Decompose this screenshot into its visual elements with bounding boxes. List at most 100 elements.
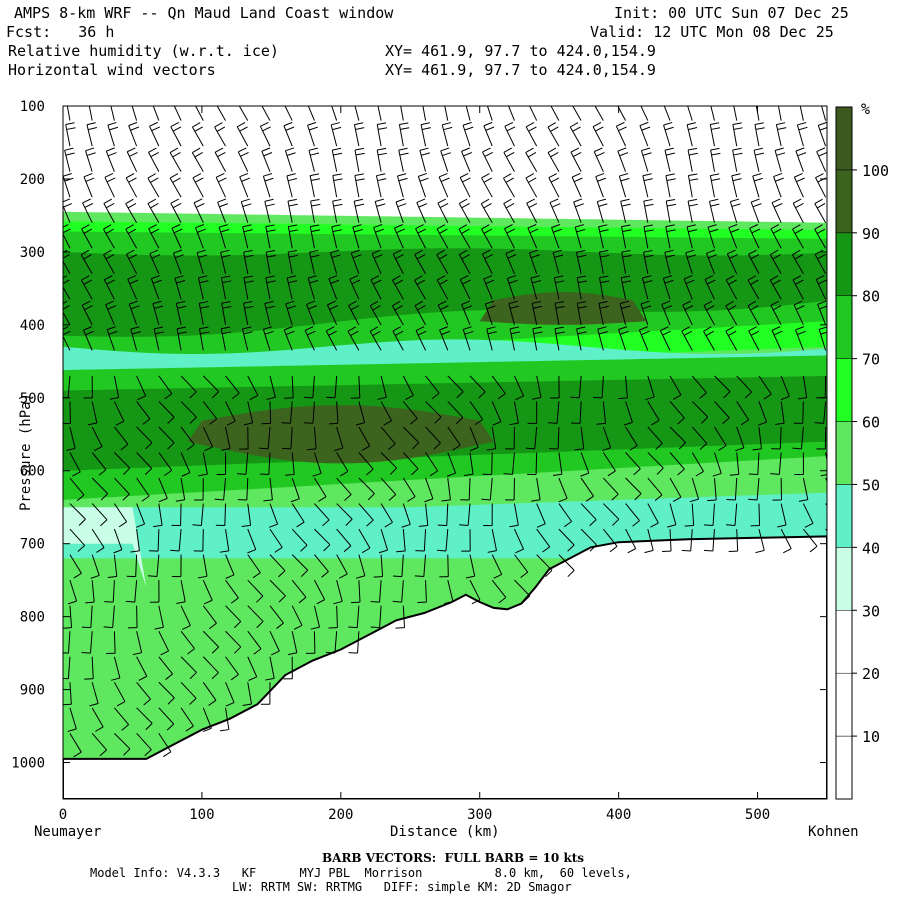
barb-shaft xyxy=(193,202,204,223)
wind-barb xyxy=(65,122,76,147)
barb-flag xyxy=(169,173,179,179)
terrain-surface xyxy=(63,535,827,799)
barb-flag xyxy=(662,97,670,100)
barb-flag xyxy=(173,228,183,234)
wind-barb xyxy=(465,106,471,121)
barb-flag xyxy=(356,575,366,579)
barb-flag xyxy=(285,101,293,105)
wind-barb xyxy=(818,326,827,351)
barb-flag xyxy=(415,326,425,331)
barb-flag xyxy=(106,279,115,285)
barb-flag xyxy=(392,249,402,255)
barb-shaft xyxy=(334,375,338,398)
barb-shaft xyxy=(664,252,671,274)
barb-flag xyxy=(160,650,169,656)
barb-flag xyxy=(795,326,805,331)
barb-shaft xyxy=(553,277,560,300)
wind-barb xyxy=(247,656,258,681)
barb-flag xyxy=(63,203,73,208)
barb-shaft xyxy=(247,503,252,526)
barb-flag xyxy=(242,703,252,706)
wind-barb xyxy=(483,121,495,147)
barb-shaft xyxy=(195,227,204,249)
barb-shaft xyxy=(814,254,827,275)
wind-barb xyxy=(461,300,473,326)
barb-shaft xyxy=(620,277,627,300)
barb-shaft xyxy=(547,126,560,147)
barb-shaft xyxy=(483,125,493,147)
barb-flag xyxy=(209,418,218,425)
barb-flag xyxy=(777,524,787,528)
barb-shaft xyxy=(237,151,249,172)
barb-shaft xyxy=(180,630,195,649)
wind-barb xyxy=(796,122,808,147)
barb-flag xyxy=(459,249,468,255)
wind-barb xyxy=(103,605,115,629)
barb-shaft xyxy=(105,304,115,326)
barb-shaft xyxy=(618,329,627,351)
barb-shaft xyxy=(191,126,204,147)
barb-flag xyxy=(577,331,587,335)
wind-barb xyxy=(642,173,653,198)
rh-band-100-lower xyxy=(63,405,827,464)
wind-barb xyxy=(215,172,227,198)
wind-barb xyxy=(598,250,610,274)
barb-shaft xyxy=(526,202,538,223)
barb-shaft xyxy=(353,201,360,223)
barb-flag xyxy=(672,496,682,503)
wind-barb xyxy=(459,275,471,300)
barb-shaft xyxy=(438,176,449,198)
barb-shaft xyxy=(462,329,471,351)
wind-barb xyxy=(314,503,330,527)
barb-shaft xyxy=(481,253,493,275)
wind-barb xyxy=(755,106,760,121)
wind-barb xyxy=(333,580,343,605)
barb-flag xyxy=(163,751,172,758)
barb-flag xyxy=(816,203,826,209)
barb-flag xyxy=(287,652,297,656)
barb-shaft xyxy=(107,124,115,147)
barb-flag xyxy=(265,275,275,279)
barb-flag xyxy=(555,306,565,309)
barb-flag xyxy=(377,122,387,125)
wind-barb xyxy=(417,580,427,603)
barb-flag xyxy=(463,326,472,330)
wind-barb xyxy=(469,579,481,605)
barb-shaft xyxy=(103,203,115,223)
wind-barb xyxy=(755,528,765,554)
barb-flag xyxy=(578,306,588,309)
barb-flag xyxy=(306,300,316,305)
wind-barb xyxy=(525,147,538,172)
barb-shaft xyxy=(525,177,538,198)
wind-barb xyxy=(669,426,686,450)
barb-flag xyxy=(573,177,583,183)
wind-barb xyxy=(104,173,116,198)
wind-barb xyxy=(285,300,296,325)
barb-flag xyxy=(287,198,297,202)
wind-barb xyxy=(733,106,738,121)
barb-shaft xyxy=(313,452,322,474)
barb-shaft xyxy=(313,605,321,628)
barb-flag xyxy=(276,622,284,629)
barb-flag xyxy=(222,306,232,309)
barb-shaft xyxy=(580,477,594,497)
barb-shaft xyxy=(113,682,126,702)
barb-flag xyxy=(153,102,161,105)
barb-shaft xyxy=(265,252,271,274)
wind-barb xyxy=(307,275,319,300)
wind-barb xyxy=(239,172,251,198)
wind-barb xyxy=(780,528,792,554)
wind-barb xyxy=(414,300,426,326)
wind-barb xyxy=(491,401,502,426)
barb-shaft xyxy=(508,303,515,325)
barb-flag xyxy=(266,254,276,258)
barb-flag xyxy=(243,229,253,233)
barb-flag xyxy=(639,121,649,127)
wind-barb xyxy=(150,275,162,300)
barb-flag xyxy=(437,300,447,306)
barb-shaft xyxy=(414,254,426,275)
wind-barb xyxy=(459,503,471,526)
barb-flag xyxy=(333,600,343,605)
wind-barb xyxy=(269,605,284,629)
barb-shaft xyxy=(705,253,715,274)
